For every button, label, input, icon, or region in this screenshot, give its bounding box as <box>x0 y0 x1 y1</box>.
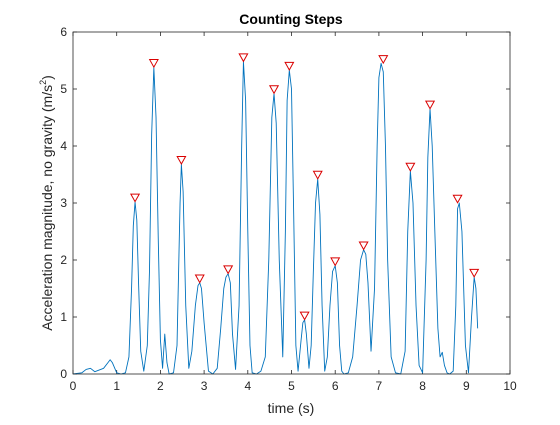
y-tick-label: 1 <box>60 310 67 324</box>
x-tick-label: 5 <box>288 379 295 393</box>
y-axis-label-tail: ) <box>39 75 55 80</box>
x-tick-label: 10 <box>503 379 517 393</box>
y-axis-label-superscript: 2 <box>38 80 48 85</box>
peak-marker <box>176 155 187 166</box>
x-axis-label: time (s) <box>268 400 315 416</box>
x-tick-label: 3 <box>201 379 208 393</box>
peak-marker <box>194 274 205 284</box>
plot-area <box>73 32 510 374</box>
peak-marker <box>223 265 234 275</box>
peak-marker <box>424 100 436 110</box>
peak-marker <box>358 241 369 251</box>
y-tick-label: 6 <box>60 25 67 39</box>
peak-marker <box>330 257 341 267</box>
y-tick-label: 2 <box>60 253 67 267</box>
x-tick-label: 1 <box>113 379 120 393</box>
peak-marker <box>268 85 280 95</box>
peak-marker <box>312 170 323 180</box>
axes-box-layer <box>72 31 511 375</box>
signal-line <box>72 61 479 375</box>
peak-marker <box>130 193 141 203</box>
x-tick-label: 2 <box>157 379 164 393</box>
axes-box <box>72 31 511 375</box>
y-axis-label-main: Acceleration magnitude, no gravity (m/s <box>39 85 55 331</box>
peak-marker <box>378 55 389 65</box>
x-tick-label: 7 <box>376 379 383 393</box>
y-tick-label: 3 <box>60 196 67 210</box>
y-axis-label: Acceleration magnitude, no gravity (m/s2… <box>38 75 55 331</box>
ticks-layer: 0 1 2 3 4 5 6 7 8 9 10 0 1 2 3 4 5 6 <box>60 25 517 393</box>
line-layer <box>72 61 479 375</box>
peak-marker <box>452 194 463 204</box>
x-tick-label: 9 <box>463 379 470 393</box>
peak-marker <box>238 53 249 63</box>
y-tick-label: 5 <box>60 82 67 96</box>
y-tick-label: 0 <box>60 367 67 381</box>
x-tick-label: 6 <box>332 379 339 393</box>
marker-layer <box>130 53 480 321</box>
y-tick-label: 4 <box>60 139 67 153</box>
x-tick-label: 0 <box>70 379 77 393</box>
x-tick-label: 4 <box>244 379 251 393</box>
x-tick-label: 8 <box>419 379 426 393</box>
peak-marker <box>405 162 416 172</box>
peak-marker <box>469 268 480 278</box>
peak-marker <box>299 311 310 321</box>
peak-marker <box>148 59 159 69</box>
chart-title: Counting Steps <box>239 11 343 27</box>
peak-marker <box>284 61 295 71</box>
